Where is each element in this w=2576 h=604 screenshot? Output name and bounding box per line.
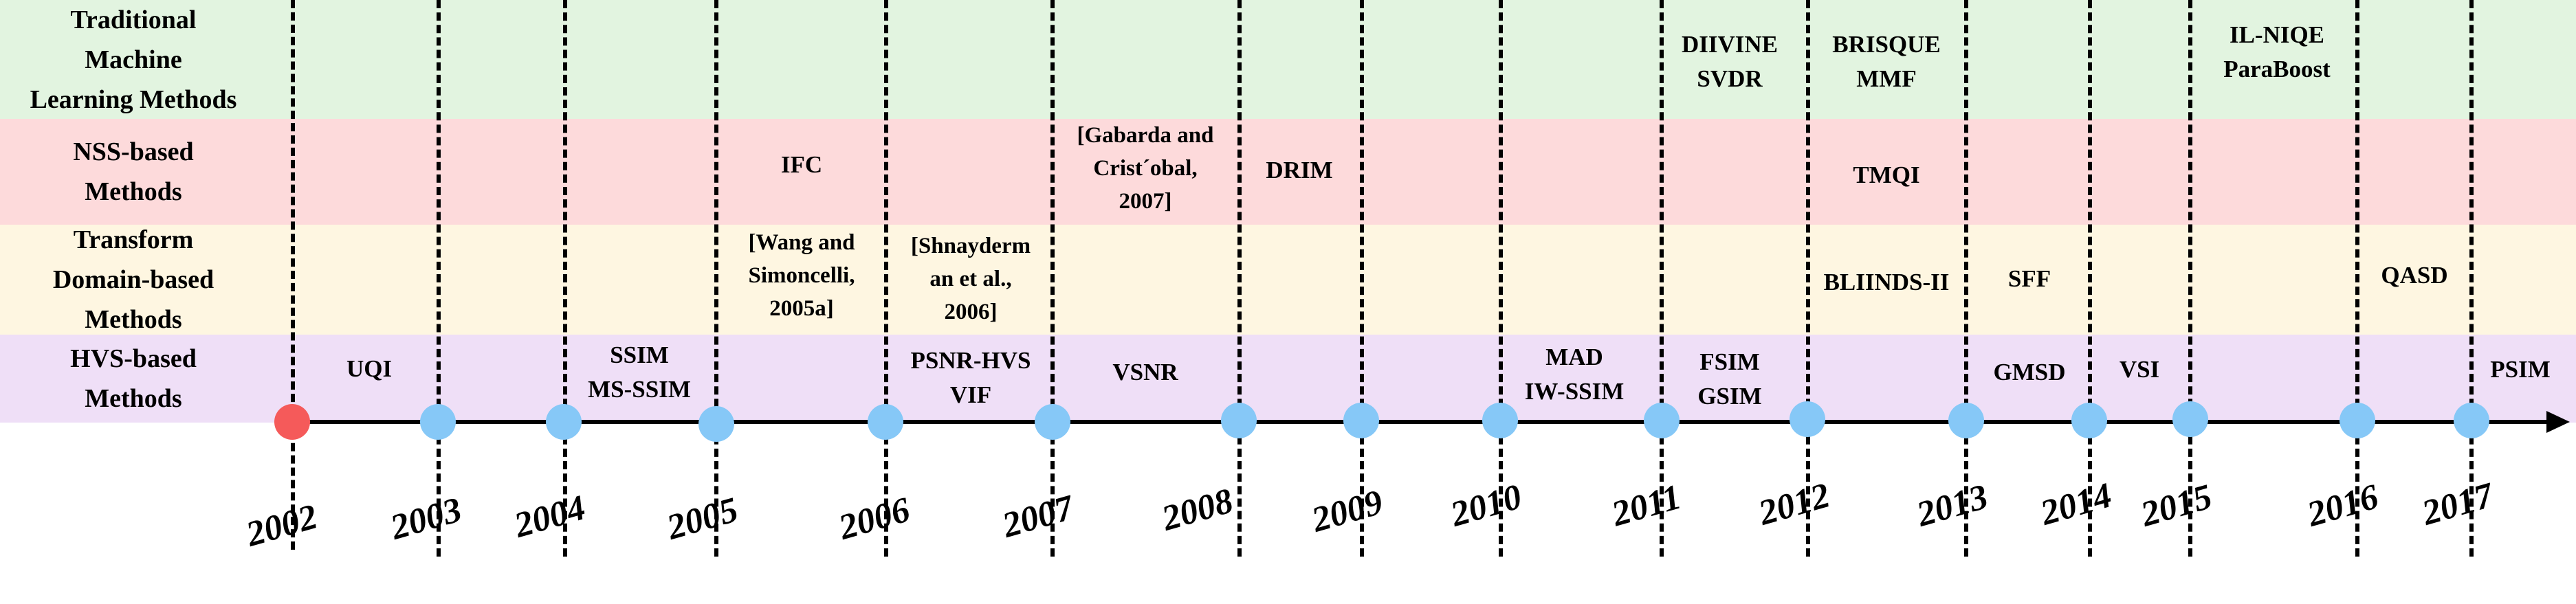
year-line-2012 — [1806, 0, 1810, 557]
entry-vsi: VSI — [2119, 356, 2160, 383]
entry-fsim: FSIM GSIM — [1697, 348, 1762, 410]
dot-2003 — [420, 404, 456, 440]
entry-tmqi: TMQI — [1853, 161, 1920, 188]
year-label-2010: 2010 — [1446, 477, 1526, 535]
timeline-arrow-icon — [2546, 411, 2570, 433]
band-ml — [0, 0, 2576, 119]
entry-ifc: IFC — [780, 151, 823, 178]
entry-vsnr: VSNR — [1112, 359, 1178, 385]
year-line-2004 — [563, 0, 567, 557]
band-transform — [0, 225, 2576, 335]
band-label-transform: Transform Domain-based Methods — [52, 225, 214, 334]
year-line-2014 — [2088, 0, 2092, 557]
dot-2016 — [2340, 403, 2375, 438]
year-label-2013: 2013 — [1913, 477, 1992, 535]
year-label-2004: 2004 — [510, 488, 590, 546]
year-label-2005: 2005 — [663, 490, 742, 548]
year-line-2003 — [437, 0, 441, 557]
year-label-2016: 2016 — [2303, 477, 2383, 535]
entry-brisque: BRISQUE MMF — [1832, 31, 1941, 92]
year-line-2007 — [1050, 0, 1055, 557]
year-line-2011 — [1660, 0, 1664, 557]
year-line-2016 — [2355, 0, 2359, 557]
entry-sff: SFF — [2007, 265, 2051, 292]
band-label-nss: NSS-based Methods — [73, 137, 194, 206]
year-line-2008 — [1237, 0, 1242, 557]
year-label-2014: 2014 — [2036, 476, 2116, 533]
entry-psnr-hvs: PSNR-HVS VIF — [910, 347, 1031, 408]
dot-2005 — [698, 406, 734, 442]
dot-2012 — [1790, 401, 1825, 437]
year-label-2006: 2006 — [835, 490, 914, 548]
year-label-2007: 2007 — [998, 488, 1078, 546]
year-line-2017 — [2469, 0, 2474, 557]
year-label-2015: 2015 — [2137, 477, 2216, 535]
dot-2013 — [1948, 403, 1984, 438]
year-line-2006 — [884, 0, 888, 557]
entry-psim: PSIM — [2490, 356, 2551, 383]
dot-2014 — [2071, 403, 2107, 438]
dot-2015 — [2172, 401, 2208, 437]
dot-2004 — [546, 404, 582, 440]
year-line-2005 — [714, 0, 718, 557]
year-line-2009 — [1360, 0, 1364, 557]
timeline-axis — [291, 420, 2550, 424]
year-line-2015 — [2188, 0, 2192, 557]
year-line-2002 — [291, 0, 295, 550]
dot-2010 — [1482, 403, 1518, 438]
year-label-2008: 2008 — [1158, 481, 1237, 539]
entry-bliinds: BLIINDS-II — [1823, 269, 1950, 295]
entry-drim: DRIM — [1266, 157, 1333, 183]
entry-gmsd: GMSD — [1993, 359, 2066, 385]
year-line-2010 — [1499, 0, 1503, 557]
dot-2009 — [1343, 403, 1379, 438]
entry-ssim: SSIM MS-SSIM — [588, 342, 691, 403]
entry-uqi: UQI — [346, 355, 393, 382]
dot-2011 — [1644, 403, 1680, 438]
dot-2006 — [868, 404, 903, 440]
year-label-2012: 2012 — [1754, 476, 1834, 533]
year-label-2009: 2009 — [1308, 482, 1387, 540]
entry-ilniqe: IL-NIQE ParaBoost — [2223, 21, 2331, 82]
year-label-2002: 2002 — [242, 497, 322, 555]
dot-2007 — [1035, 404, 1070, 440]
band-nss — [0, 119, 2576, 225]
entry-mad: MAD IW-SSIM — [1524, 344, 1625, 405]
dot-2002 — [274, 404, 310, 440]
year-line-2013 — [1964, 0, 1968, 557]
entry-shnayderman: [Shnayderm an et al., 2006] — [910, 234, 1031, 324]
entry-gabarda: [Gabarda and Crist´obal, 2007] — [1077, 123, 1214, 214]
entry-wang: [Wang and Simoncelli, 2005a] — [748, 230, 855, 321]
band-label-hvs: HVS-based Methods — [70, 344, 197, 413]
year-label-2003: 2003 — [386, 490, 466, 548]
year-label-2017: 2017 — [2418, 476, 2498, 533]
entry-qasd: QASD — [2381, 262, 2448, 289]
entry-diivine: DIIVINE SVDR — [1681, 31, 1779, 92]
dot-2008 — [1221, 403, 1257, 438]
dot-2017 — [2454, 403, 2489, 438]
year-label-2011: 2011 — [1607, 477, 1686, 535]
band-label-ml: Traditional Machine Learning Methods — [30, 5, 237, 114]
